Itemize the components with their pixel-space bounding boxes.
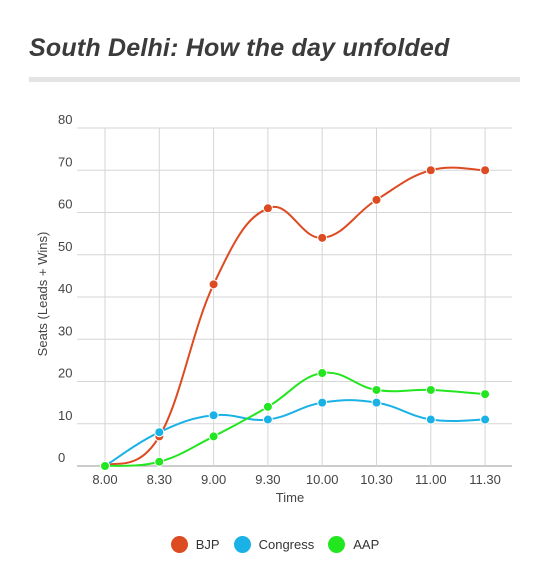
data-point-bjp[interactable] <box>262 203 273 214</box>
data-point-congress[interactable] <box>262 414 273 425</box>
data-point-bjp[interactable] <box>425 165 436 176</box>
y-tick-label: 50 <box>58 239 72 254</box>
grid-lines <box>77 127 512 467</box>
chart-title: South Delhi: How the day unfolded <box>29 34 450 62</box>
legend-marker-congress <box>233 536 251 553</box>
x-tick-label: 9.30 <box>255 472 280 487</box>
legend-label: AAP <box>353 537 380 552</box>
series-line-bjp <box>104 166 486 467</box>
legend-marker-aap <box>328 536 346 553</box>
y-tick-label: 70 <box>58 154 72 169</box>
y-tick-label: 20 <box>58 366 72 381</box>
data-point-bjp[interactable] <box>480 165 491 176</box>
line-chart: 0 10 20 30 40 50 60 70 80 8.00 8.30 9.00 9.30 10.00 1… <box>35 112 512 505</box>
data-point-aap[interactable] <box>371 384 382 395</box>
legend-item-congress[interactable]: Congress <box>233 536 315 553</box>
data-point-congress[interactable] <box>425 414 436 425</box>
data-point-aap[interactable] <box>208 431 219 442</box>
data-point-bjp[interactable] <box>208 279 219 290</box>
data-point-aap[interactable] <box>262 401 273 412</box>
legend-label: Congress <box>258 537 315 552</box>
data-point-bjp[interactable] <box>317 232 328 243</box>
x-tick-label: 10.00 <box>306 472 339 487</box>
x-tick-label: 8.00 <box>92 472 117 487</box>
data-point-aap[interactable] <box>100 461 110 471</box>
y-tick-label: 60 <box>58 197 72 212</box>
data-point-congress[interactable] <box>480 414 491 425</box>
x-tick-label: 10.30 <box>360 472 393 487</box>
x-axis-title: Time <box>276 490 304 505</box>
y-tick-label: 0 <box>58 450 65 465</box>
data-point-congress[interactable] <box>317 397 328 408</box>
y-tick-label: 30 <box>58 323 72 338</box>
legend: BJP Congress AAP <box>0 536 550 553</box>
data-point-congress[interactable] <box>208 410 219 421</box>
y-tick-label: 40 <box>58 281 72 296</box>
data-point-aap[interactable] <box>480 389 491 400</box>
x-tick-label: 9.00 <box>201 472 226 487</box>
series-line-aap <box>104 371 486 467</box>
legend-item-aap[interactable]: AAP <box>328 536 379 553</box>
data-point-congress[interactable] <box>154 427 165 438</box>
y-tick-label: 80 <box>58 112 72 127</box>
data-point-bjp[interactable] <box>371 194 382 205</box>
x-tick-label: 11.00 <box>415 472 447 487</box>
x-tick-label: 11.30 <box>469 472 501 487</box>
data-point-aap[interactable] <box>154 456 165 467</box>
title-divider <box>29 77 520 82</box>
series-points <box>100 165 491 471</box>
x-axis-ticks: 8.00 8.30 9.00 9.30 10.00 10.30 11.00 11.30 <box>92 472 501 487</box>
legend-label: BJP <box>195 537 220 552</box>
y-tick-label: 10 <box>58 408 72 423</box>
y-axis-title: Seats (Leads + Wins) <box>35 232 50 357</box>
data-point-congress[interactable] <box>371 397 382 408</box>
data-point-aap[interactable] <box>425 384 436 395</box>
x-tick-label: 8.30 <box>147 472 172 487</box>
data-point-aap[interactable] <box>317 368 328 379</box>
legend-marker-bjp <box>170 536 188 553</box>
legend-item-bjp[interactable]: BJP <box>170 536 220 553</box>
y-axis-ticks: 0 10 20 30 40 50 60 70 80 <box>58 112 72 465</box>
